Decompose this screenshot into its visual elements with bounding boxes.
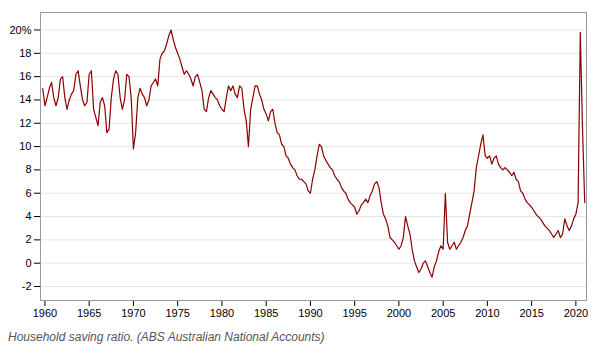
svg-text:2020: 2020 [564,307,588,319]
svg-text:1985: 1985 [254,307,278,319]
svg-text:18: 18 [19,47,31,59]
svg-text:2005: 2005 [431,307,455,319]
html-text:Household saving ratio. (ABS A: Household saving ratio. (ABS Australian … [8,330,325,344]
svg-text:1975: 1975 [165,307,189,319]
svg-text:10: 10 [19,140,31,152]
svg-text:0: 0 [25,257,31,269]
svg-text:14: 14 [19,93,31,105]
svg-text:2000: 2000 [387,307,411,319]
svg-text:1990: 1990 [298,307,322,319]
svg-text:1965: 1965 [77,307,101,319]
svg-text:1980: 1980 [210,307,234,319]
svg-text:1960: 1960 [33,307,57,319]
svg-text:2010: 2010 [475,307,499,319]
svg-text:4: 4 [25,210,31,222]
svg-text:1995: 1995 [342,307,366,319]
svg-text:6: 6 [25,187,31,199]
svg-text:2015: 2015 [519,307,543,319]
svg-text:20%: 20% [9,24,31,36]
svg-text:12: 12 [19,117,31,129]
svg-text:8: 8 [25,163,31,175]
svg-text:16: 16 [19,70,31,82]
svg-text:2: 2 [25,233,31,245]
svg-text:-2: -2 [22,280,32,292]
svg-text:1970: 1970 [121,307,145,319]
